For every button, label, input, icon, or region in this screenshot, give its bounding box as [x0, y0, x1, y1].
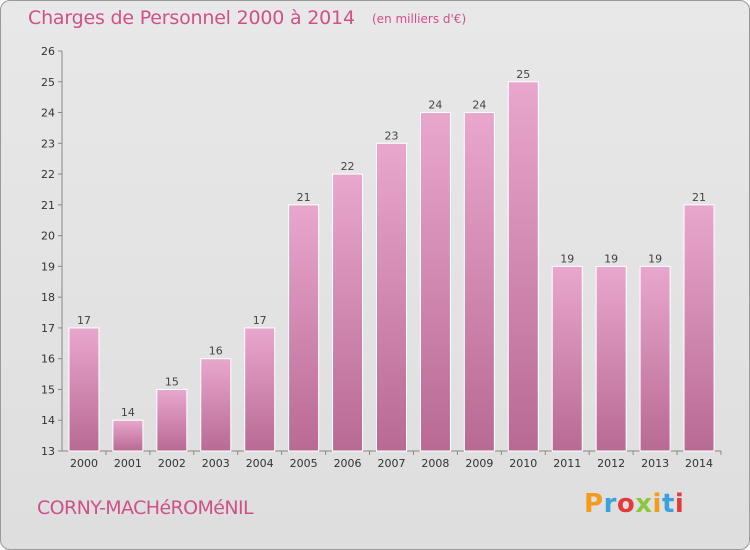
y-tick-label: 14 [41, 414, 55, 427]
data-label: 22 [341, 160, 355, 173]
y-tick-label: 21 [41, 199, 55, 212]
y-tick-label: 17 [41, 322, 55, 335]
y-tick-label: 18 [41, 291, 55, 304]
x-tick-label: 2004 [246, 457, 274, 470]
bar [463, 112, 495, 452]
bar [288, 204, 320, 452]
y-tick-label: 25 [41, 76, 55, 89]
chart-title: Charges de Personnel 2000 à 2014 [28, 7, 355, 29]
brand-letter: t [661, 489, 675, 519]
bar [376, 142, 407, 452]
x-tick-label: 2011 [553, 457, 581, 470]
chart-subtitle: (en milliers d'€) [372, 12, 467, 26]
bar [595, 265, 627, 452]
x-tick-label: 2001 [114, 457, 142, 470]
data-label: 15 [165, 375, 179, 388]
x-tick-label: 2006 [334, 457, 362, 470]
brand-letter: i [652, 489, 662, 519]
y-tick-label: 20 [41, 230, 55, 243]
data-label: 16 [209, 345, 223, 358]
data-label: 17 [253, 314, 267, 327]
x-tick-label: 2008 [421, 457, 449, 470]
bar [156, 388, 188, 452]
data-label: 14 [121, 406, 135, 419]
data-label: 24 [428, 99, 442, 112]
data-label: 24 [472, 99, 486, 112]
data-label: 21 [692, 191, 706, 204]
x-tick-label: 2000 [70, 457, 98, 470]
y-tick-label: 26 [41, 45, 55, 58]
bar [200, 358, 232, 452]
x-tick-label: 2014 [685, 457, 713, 470]
data-label: 19 [648, 252, 662, 265]
data-label: 21 [297, 191, 311, 204]
data-label: 19 [604, 252, 618, 265]
data-label: 23 [385, 129, 399, 142]
proxiti-logo[interactable]: Proxiti [584, 489, 684, 519]
bar [639, 265, 671, 452]
y-tick-label: 13 [41, 445, 55, 458]
data-label: 17 [77, 314, 91, 327]
brand-letter: P [584, 489, 604, 519]
bar [332, 173, 364, 452]
brand-letter: x [635, 489, 653, 519]
bar [112, 419, 144, 452]
data-label: 19 [560, 252, 574, 265]
y-tick-label: 19 [41, 260, 55, 273]
bar [68, 327, 100, 452]
brand-letter: o [616, 489, 636, 519]
commune-name: CORNY-MACHéROMéNIL [37, 497, 254, 519]
brand-letter: r [603, 489, 617, 519]
x-tick-label: 2009 [465, 457, 493, 470]
bar [551, 265, 583, 452]
x-tick-label: 2003 [202, 457, 230, 470]
y-tick-label: 23 [41, 137, 55, 150]
bar [683, 204, 715, 452]
data-label: 25 [516, 68, 530, 81]
x-tick-label: 2013 [641, 457, 669, 470]
bar [507, 81, 539, 452]
y-tick-label: 24 [41, 107, 55, 120]
x-tick-label: 2007 [378, 457, 406, 470]
x-tick-label: 2005 [290, 457, 318, 470]
brand-letter: i [674, 489, 685, 519]
x-tick-label: 2010 [509, 457, 537, 470]
bar [244, 327, 276, 452]
x-tick-label: 2012 [597, 457, 625, 470]
y-tick-label: 22 [41, 168, 55, 181]
x-tick-label: 2002 [158, 457, 186, 470]
y-tick-label: 15 [41, 383, 55, 396]
y-tick-label: 16 [41, 353, 55, 366]
bar [419, 112, 451, 452]
